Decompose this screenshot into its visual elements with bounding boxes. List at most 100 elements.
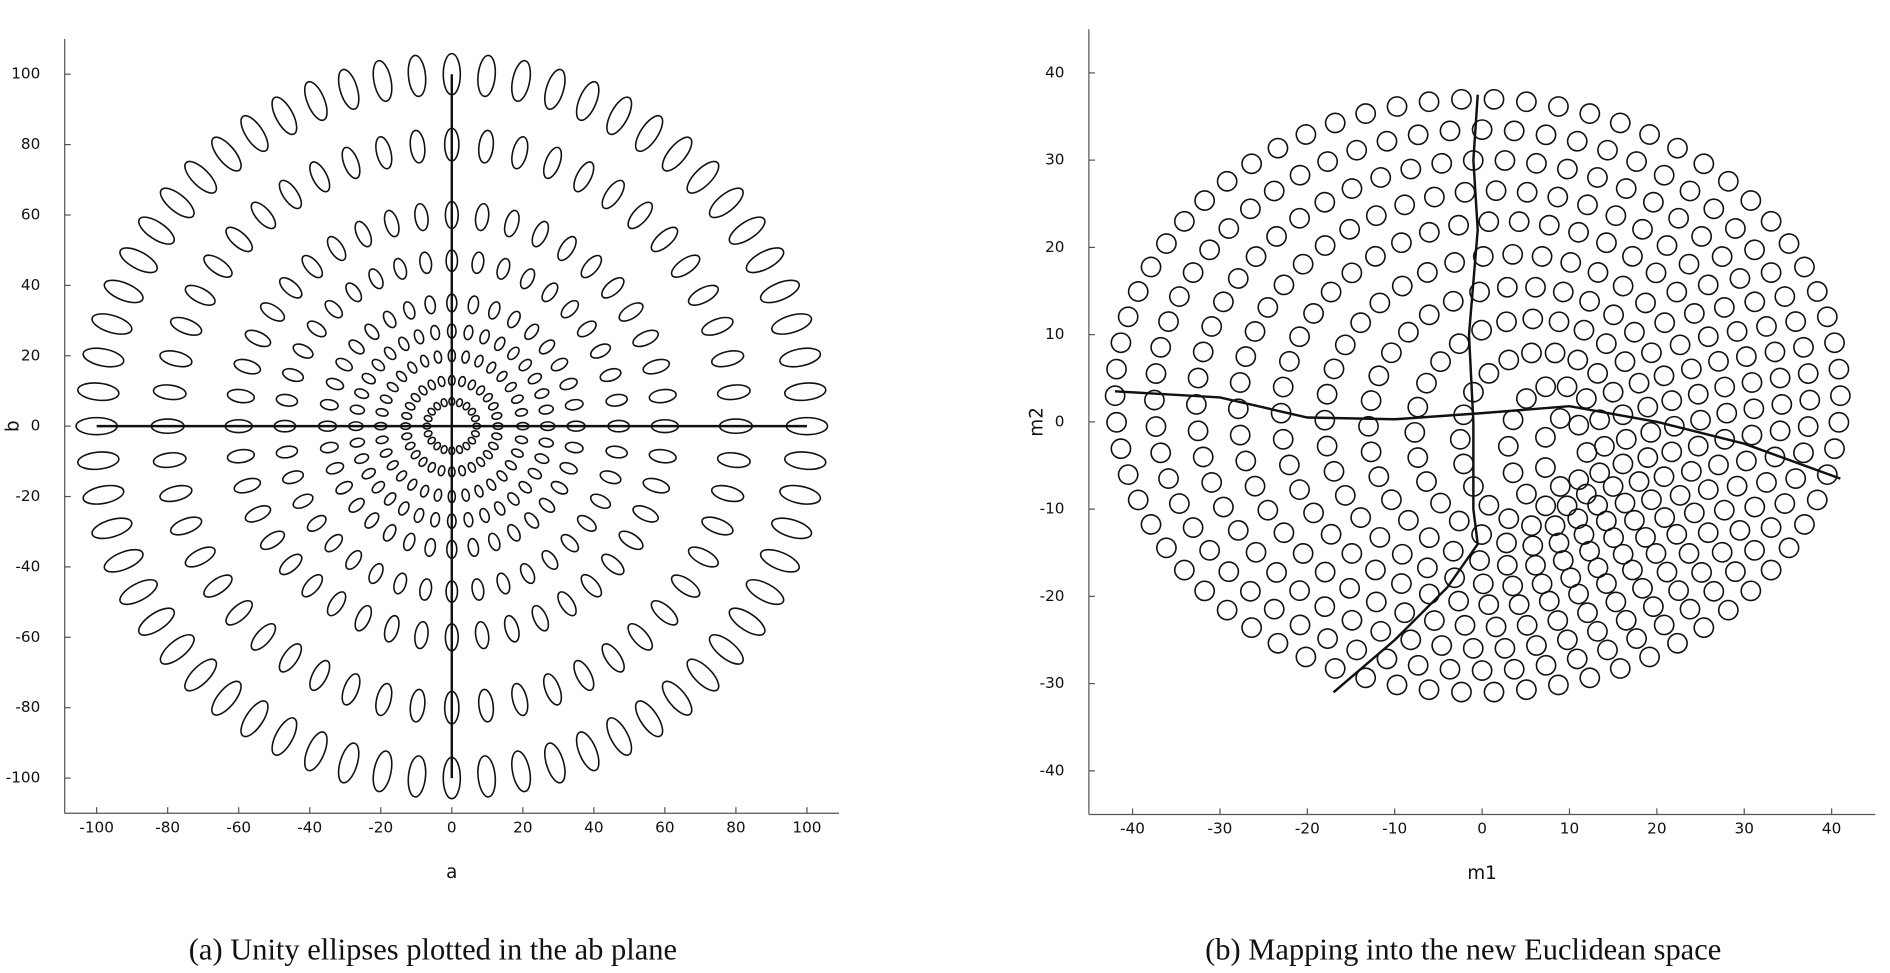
ellipse (326, 235, 347, 262)
ellipse (710, 484, 745, 503)
ellipse (250, 622, 277, 651)
ellipse (518, 480, 533, 494)
ellipse (496, 257, 511, 280)
ellipse (1653, 164, 1675, 186)
ellipse (1547, 610, 1569, 631)
ellipse (1158, 468, 1179, 489)
y-tick-label: -20 (1040, 587, 1065, 605)
ellipse (137, 216, 176, 245)
ellipse (1525, 554, 1546, 576)
ellipse (424, 295, 437, 315)
ellipse (440, 398, 448, 408)
ellipse (169, 316, 203, 336)
y-tick-label: 20 (21, 346, 40, 364)
ellipse (485, 478, 497, 491)
ellipse (716, 451, 751, 469)
ellipse (531, 604, 550, 632)
ellipse (1267, 137, 1289, 159)
ellipse (1535, 124, 1557, 146)
ellipse (1653, 466, 1675, 488)
ellipse (1341, 609, 1363, 631)
ellipse (1355, 103, 1377, 124)
ellipse (479, 329, 491, 345)
ellipse (686, 160, 720, 194)
ellipse (1741, 424, 1763, 446)
ellipse (1797, 416, 1819, 437)
ellipse (1278, 454, 1300, 476)
ellipse (627, 201, 654, 230)
ellipse (1498, 349, 1520, 371)
ellipse (504, 459, 518, 471)
ellipse (1605, 591, 1627, 613)
ellipse (1316, 435, 1338, 457)
ellipse (1531, 245, 1553, 267)
ellipse (1448, 333, 1470, 355)
ellipse (1478, 494, 1500, 516)
ellipse (424, 537, 437, 558)
ellipse (1462, 637, 1484, 659)
ellipse (648, 448, 677, 464)
ellipse (455, 444, 464, 455)
ellipse (413, 507, 425, 524)
ellipse (1394, 194, 1416, 216)
x-tick-label: -60 (226, 818, 251, 836)
ellipse (1521, 342, 1542, 364)
ellipse (271, 96, 298, 136)
ellipse (1697, 479, 1719, 501)
ellipse (1303, 502, 1324, 524)
ellipse (1597, 139, 1618, 161)
ellipse (1317, 628, 1339, 650)
ellipse (1278, 350, 1300, 372)
ellipse (1579, 667, 1601, 689)
ellipse (382, 523, 397, 542)
ellipse (1370, 620, 1392, 642)
ellipse (414, 202, 429, 232)
ellipse (1587, 362, 1609, 384)
ellipse (467, 461, 477, 473)
ellipse (559, 461, 578, 475)
ellipse (510, 448, 524, 458)
ellipse (1350, 312, 1372, 334)
ellipse (1557, 629, 1578, 651)
ellipse (427, 407, 437, 416)
ellipse (1369, 292, 1391, 314)
ellipse (281, 367, 305, 383)
ellipse (433, 441, 442, 451)
ellipse (477, 54, 497, 98)
ellipse (345, 549, 363, 571)
ellipse (599, 367, 622, 383)
ellipse (1548, 674, 1569, 696)
ellipse (1602, 381, 1624, 403)
ellipse (159, 633, 195, 665)
plot: -40 -30 -20 -10 0 10 20 30 40 -40 -30 -20 -10 0 10 20 30… (1027, 29, 1876, 966)
ellipse (1609, 112, 1631, 134)
ellipse (337, 742, 360, 784)
ellipse (728, 216, 766, 245)
ellipse (1669, 334, 1691, 356)
ellipse (601, 179, 625, 210)
ellipse (1140, 514, 1162, 535)
ellipse (1735, 346, 1757, 367)
ellipse (487, 401, 499, 411)
ellipse (259, 302, 286, 322)
ellipse (573, 161, 595, 193)
ellipse (511, 136, 529, 170)
ellipse (1560, 252, 1582, 273)
ellipse (1806, 281, 1828, 302)
y-tick-label: 100 (11, 65, 40, 83)
ellipse (1612, 275, 1634, 297)
ellipse (1454, 181, 1476, 203)
ellipse (319, 441, 339, 454)
ellipse (1653, 614, 1675, 636)
ellipse (1314, 191, 1336, 213)
x-tick-label: 30 (1735, 820, 1754, 838)
ellipse (771, 313, 813, 335)
ellipse (1472, 573, 1494, 595)
ellipse (383, 346, 397, 361)
ellipse (401, 432, 413, 441)
ellipse (1350, 507, 1372, 528)
ellipse (518, 358, 533, 372)
ellipse (1272, 428, 1294, 450)
ellipse (1314, 561, 1336, 583)
